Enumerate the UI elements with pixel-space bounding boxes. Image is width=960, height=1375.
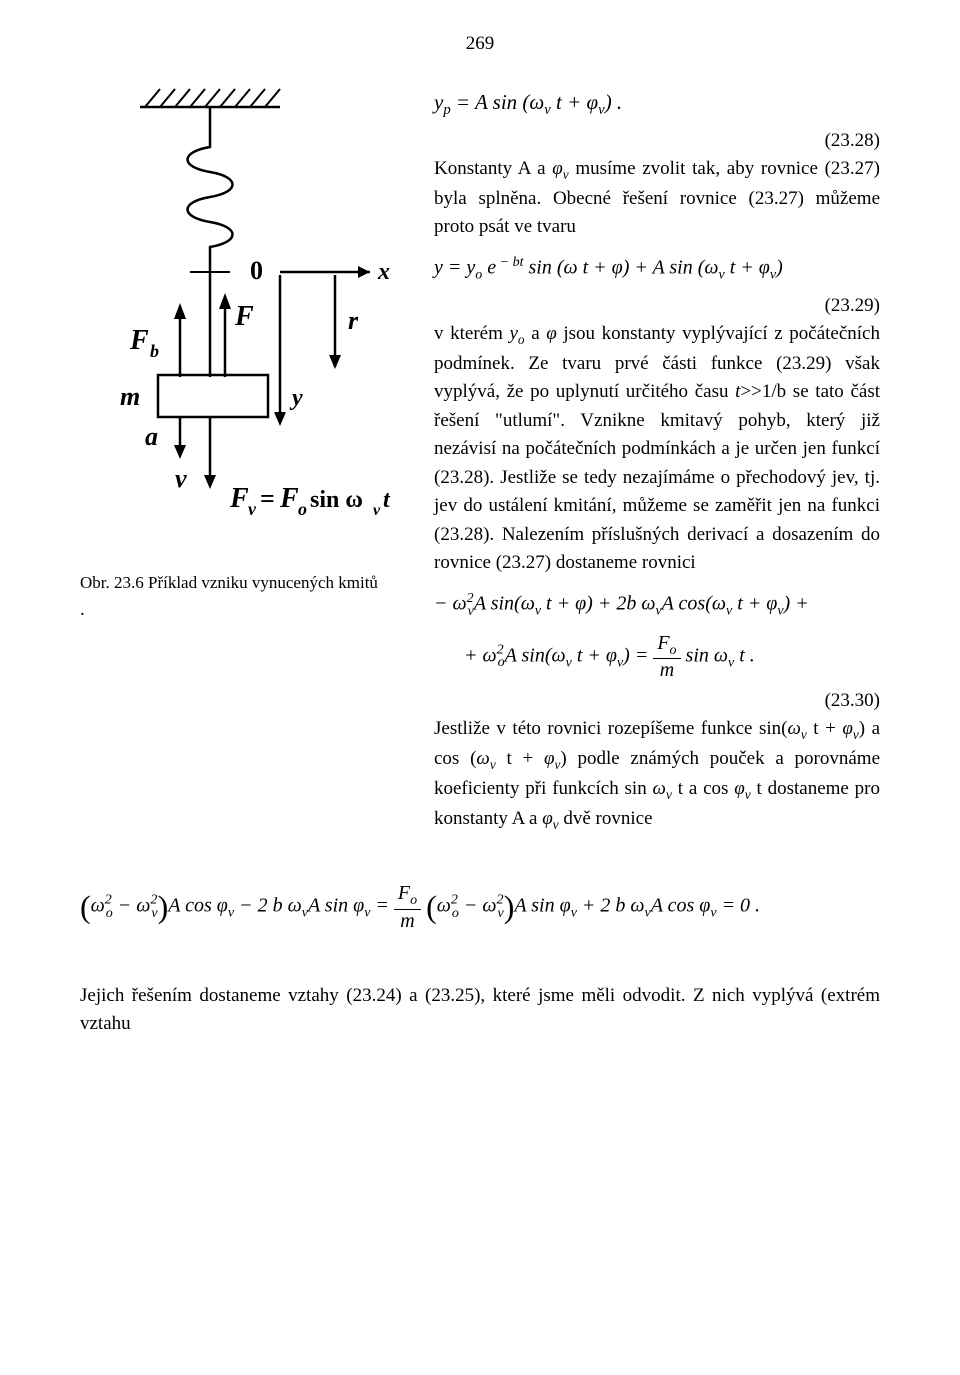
svg-text:v: v bbox=[175, 464, 187, 493]
text-column: yp = A sin (ωv t + φv) . (23.28) Konstan… bbox=[434, 77, 880, 843]
para-3: Jestliže v této rovnici rozepíšeme funkc… bbox=[434, 715, 880, 834]
svg-text:y: y bbox=[289, 385, 303, 411]
svg-text:F: F bbox=[234, 301, 254, 332]
eq-23-29-num: (23.29) bbox=[434, 292, 880, 321]
figure-column: 0 x r F bbox=[80, 77, 410, 843]
svg-text:F: F bbox=[229, 483, 249, 514]
svg-text:b: b bbox=[150, 341, 159, 361]
svg-text:sin ω: sin ω bbox=[310, 487, 363, 513]
page-number: 269 bbox=[80, 30, 880, 59]
figure-23-6: 0 x r F bbox=[80, 77, 410, 557]
eq-23-30-line1: − ω2vA sin(ωv t + φ) + 2b ωvA cos(ωv t +… bbox=[434, 588, 880, 622]
figure-caption: Obr. 23.6 Příklad vzniku vynucených kmit… bbox=[80, 570, 410, 596]
eq-23-28: yp = A sin (ωv t + φv) . bbox=[434, 87, 880, 121]
eq-23-30-num: (23.30) bbox=[434, 687, 880, 716]
svg-text:=: = bbox=[260, 484, 275, 513]
svg-text:r: r bbox=[348, 306, 359, 335]
svg-text:t: t bbox=[383, 487, 391, 513]
svg-text:a: a bbox=[145, 422, 158, 451]
svg-text:v: v bbox=[373, 502, 381, 519]
svg-text:m: m bbox=[120, 382, 140, 411]
svg-text:0: 0 bbox=[250, 256, 263, 285]
para-1: Konstanty A a φv musíme zvolit tak, aby … bbox=[434, 155, 880, 242]
eq-23-29: y = yo e − bt sin (ω t + φ) + A sin (ωv … bbox=[434, 252, 880, 286]
svg-text:F: F bbox=[129, 325, 149, 356]
svg-text:o: o bbox=[298, 499, 307, 519]
eq-bottom: (ω2o − ω2v)A cos φv − 2 b ωvA sin φv = F… bbox=[80, 882, 880, 931]
eq-23-30-line2: + ω2oA sin(ωv t + φv) = Fom sin ωv t . bbox=[434, 632, 880, 681]
para-2: v kterém yo a φ jsou konstanty vyplývají… bbox=[434, 320, 880, 578]
svg-text:F: F bbox=[279, 483, 299, 514]
svg-text:x: x bbox=[377, 259, 390, 285]
figure-caption-dot: . bbox=[80, 596, 410, 625]
svg-text:v: v bbox=[248, 499, 257, 519]
eq-23-28-num: (23.28) bbox=[434, 127, 880, 156]
footer-para: Jejich řešením dostaneme vztahy (23.24) … bbox=[80, 982, 880, 1039]
